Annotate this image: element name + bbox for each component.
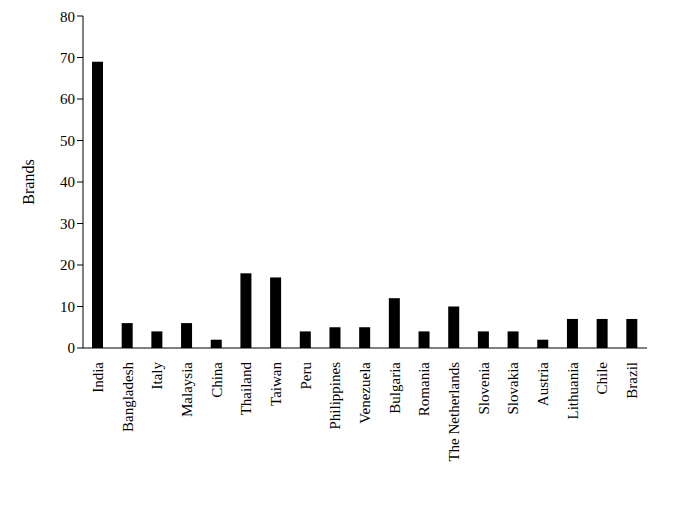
svg-text:Chile: Chile — [594, 362, 610, 395]
svg-text:70: 70 — [60, 50, 75, 66]
svg-text:Peru: Peru — [298, 362, 314, 390]
svg-text:Thailand: Thailand — [238, 362, 254, 416]
svg-text:Slovenia: Slovenia — [476, 362, 492, 415]
svg-text:Malaysia: Malaysia — [179, 362, 195, 417]
svg-text:Brazil: Brazil — [624, 362, 640, 399]
svg-text:Austria: Austria — [535, 362, 551, 407]
svg-text:80: 80 — [60, 9, 75, 25]
svg-text:50: 50 — [60, 133, 75, 149]
svg-text:China: China — [209, 362, 225, 398]
svg-text:India: India — [90, 362, 106, 393]
svg-text:The Netherlands: The Netherlands — [446, 362, 462, 462]
svg-text:30: 30 — [60, 216, 75, 232]
svg-text:40: 40 — [60, 174, 75, 190]
svg-text:Slovakia: Slovakia — [505, 362, 521, 415]
svg-text:20: 20 — [60, 257, 75, 273]
svg-text:Bulgaria: Bulgaria — [387, 362, 403, 414]
svg-text:10: 10 — [60, 299, 75, 315]
svg-text:60: 60 — [60, 91, 75, 107]
svg-text:Lithuania: Lithuania — [565, 362, 581, 420]
svg-text:Romania: Romania — [416, 362, 432, 416]
svg-text:0: 0 — [68, 340, 76, 356]
svg-text:Taiwan: Taiwan — [268, 362, 284, 406]
svg-text:Italy: Italy — [149, 362, 165, 390]
svg-text:Philippines: Philippines — [327, 362, 343, 430]
svg-text:Venezuela: Venezuela — [357, 362, 373, 424]
svg-text:Bangladesh: Bangladesh — [120, 362, 136, 432]
svg-text:Brands: Brands — [20, 159, 37, 204]
